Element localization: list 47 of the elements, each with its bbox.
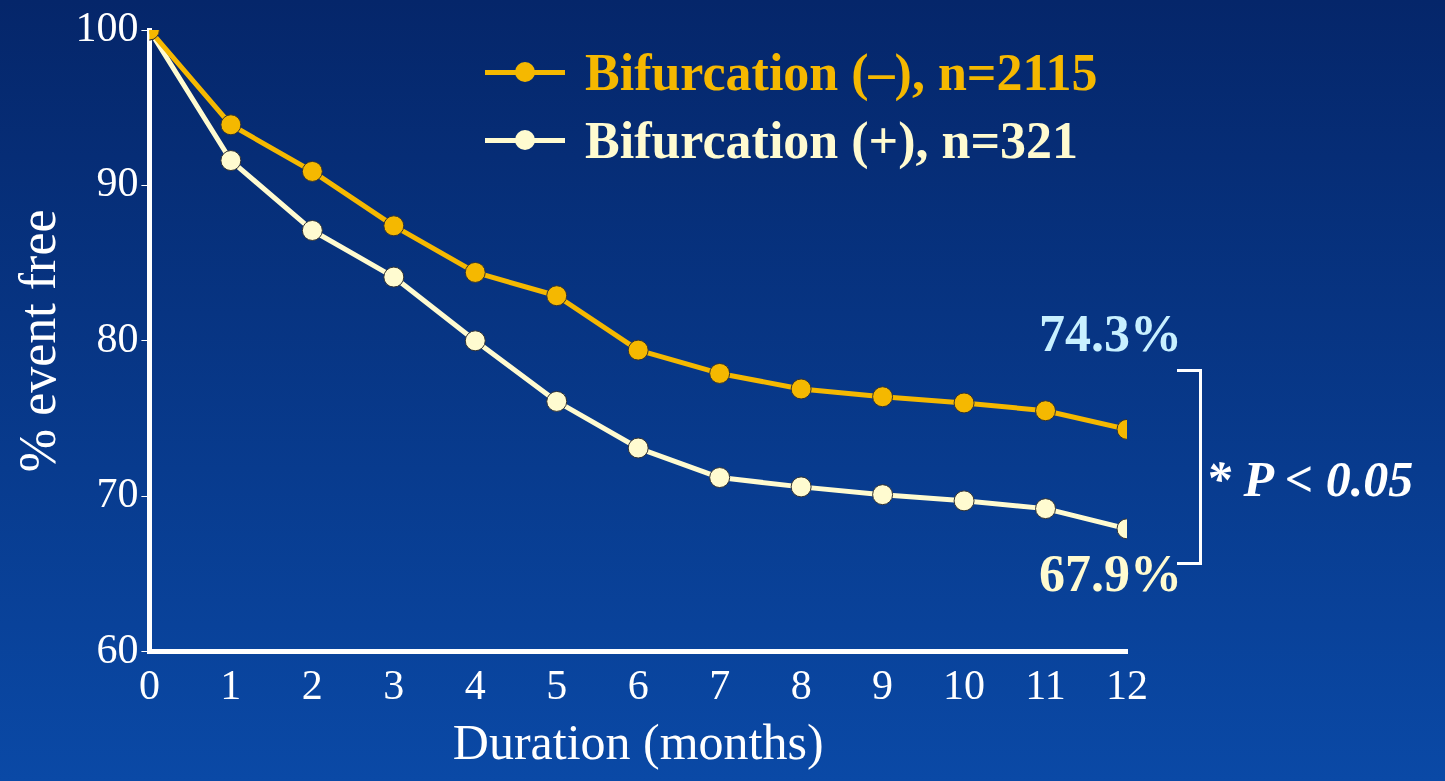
x-tick-label: 4	[464, 661, 486, 708]
text: * P < 0.05	[1206, 450, 1414, 509]
x-tick-label: 9	[872, 661, 894, 708]
x-tick-label: 0	[138, 661, 160, 708]
y-tick-label: 80	[96, 314, 139, 361]
point	[790, 378, 812, 400]
point	[301, 219, 323, 241]
point	[464, 261, 486, 283]
point	[709, 362, 731, 384]
annotation: 74.3%	[1039, 304, 1182, 364]
x-tick-label: 6	[627, 661, 649, 708]
point	[953, 490, 975, 512]
point	[790, 476, 812, 498]
x-tick-label: 7	[709, 661, 731, 708]
point	[953, 392, 975, 414]
legend-label: Bifurcation (–), n=2115	[585, 42, 1098, 102]
x-tick-label: 3	[383, 661, 405, 708]
x-tick-label: 5	[546, 661, 568, 708]
point	[301, 160, 323, 182]
y-tick-label: 60	[96, 625, 139, 672]
x-tick-label: 12	[1106, 661, 1148, 708]
x-tick-label: 8	[790, 661, 812, 708]
x-tick-label: 10	[943, 661, 986, 708]
y-tick-label: 70	[96, 470, 139, 517]
point	[383, 266, 405, 288]
point	[1035, 400, 1057, 422]
y-tick-label: 100	[75, 4, 139, 51]
point	[872, 484, 894, 506]
x-axis-title: Duration (months)	[452, 714, 824, 771]
y-tick-label: 90	[96, 159, 139, 206]
point	[464, 330, 486, 352]
point	[627, 339, 649, 361]
point	[872, 386, 894, 408]
legend-label: Bifurcation (+), n=321	[585, 110, 1079, 170]
point	[383, 215, 405, 237]
point	[1035, 498, 1057, 520]
point	[220, 114, 242, 136]
x-tick-label: 11	[1025, 661, 1066, 708]
x-tick-label: 2	[301, 661, 323, 708]
point	[546, 285, 568, 307]
point	[627, 437, 649, 459]
x-tick-label: 1	[220, 661, 242, 708]
annotation: 67.9%	[1039, 543, 1182, 603]
point	[220, 150, 242, 172]
point	[546, 390, 568, 412]
point	[709, 467, 731, 489]
y-axis-title: % event free	[8, 209, 66, 473]
